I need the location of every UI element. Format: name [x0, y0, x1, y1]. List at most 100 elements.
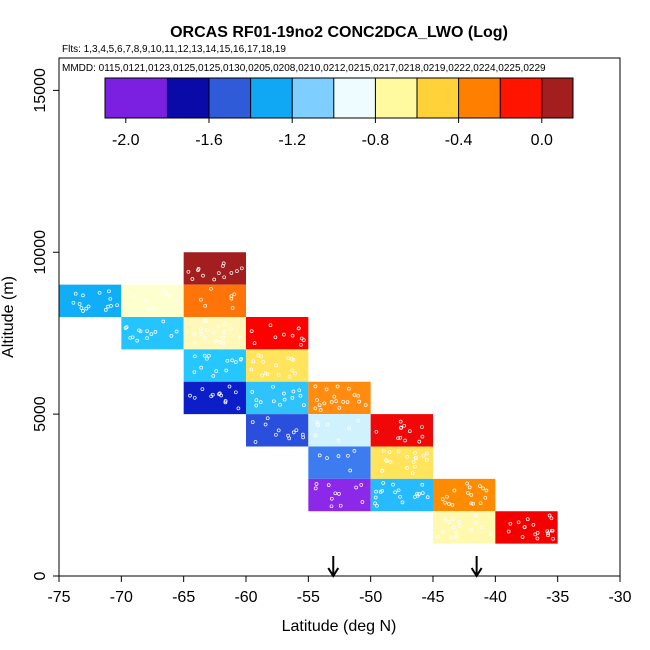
observation-point — [290, 396, 295, 400]
observation-point — [396, 436, 400, 441]
observation-point — [220, 335, 225, 340]
observation-point — [374, 489, 378, 494]
observation-point — [445, 494, 449, 499]
observation-point — [301, 435, 305, 440]
heatmap-cell — [183, 381, 246, 415]
observation-point — [396, 449, 401, 454]
observation-point — [363, 403, 368, 407]
observation-point — [282, 397, 287, 402]
observation-point — [391, 482, 395, 487]
observation-point — [410, 471, 415, 475]
observation-point — [380, 468, 385, 473]
observation-point — [263, 371, 268, 376]
colorbar-bin — [333, 78, 376, 118]
observation-point — [252, 341, 257, 346]
observation-point — [229, 326, 233, 331]
observation-point — [152, 307, 157, 312]
observation-point — [508, 521, 513, 526]
observation-point — [274, 363, 278, 368]
observation-point — [222, 322, 227, 327]
observation-point — [314, 482, 319, 486]
observation-point — [192, 332, 196, 337]
observation-point — [261, 359, 266, 364]
flights-label: Flts: 1,3,4,5,6,7,8,9,10,11,12,13,14,15,… — [62, 44, 286, 55]
y-tick-label: 10000 — [32, 230, 49, 275]
observation-point — [254, 403, 259, 408]
x-tick-label: -45 — [421, 589, 444, 606]
observation-point — [420, 491, 425, 495]
observation-point — [457, 524, 462, 528]
observation-point — [384, 458, 388, 462]
heatmap-cell — [246, 381, 309, 415]
colorbar-tick-label: -1.6 — [195, 132, 223, 149]
observation-point — [192, 354, 197, 359]
observation-point — [547, 513, 552, 518]
colorbar-tick-label: -0.4 — [445, 132, 473, 149]
observation-point — [325, 422, 330, 427]
observation-point — [450, 503, 455, 507]
colorbar-bin — [167, 78, 209, 118]
observation-point — [313, 406, 318, 411]
observation-point — [550, 528, 555, 533]
observation-point — [273, 335, 278, 340]
observation-point — [79, 306, 84, 310]
observation-point — [373, 501, 377, 506]
x-tick-label: -30 — [608, 589, 631, 606]
observation-point — [315, 398, 319, 402]
observation-point — [192, 395, 197, 400]
observation-point — [337, 492, 341, 496]
observation-point — [211, 330, 216, 335]
colorbar-bin — [209, 78, 251, 118]
heatmap-cell — [308, 414, 371, 447]
observation-point — [238, 357, 243, 362]
observation-point — [186, 269, 191, 274]
observation-point — [443, 500, 447, 505]
observation-point — [356, 393, 361, 398]
observation-point — [317, 403, 322, 407]
observation-point — [286, 356, 291, 361]
observation-point — [221, 264, 225, 268]
observation-point — [203, 304, 208, 308]
observation-point — [471, 501, 475, 506]
observation-point — [199, 327, 203, 331]
observation-point — [454, 535, 458, 539]
observation-point — [230, 358, 235, 363]
heatmap-cell — [308, 381, 371, 415]
observation-point — [161, 289, 166, 294]
observation-point — [356, 418, 361, 423]
observation-point — [420, 482, 425, 487]
observation-point — [337, 405, 342, 410]
observation-point — [219, 393, 223, 398]
observation-point — [473, 513, 478, 518]
observation-point — [388, 460, 393, 464]
observation-point — [465, 481, 469, 486]
observation-point — [130, 335, 135, 340]
observation-point — [250, 420, 255, 424]
observation-point — [217, 340, 222, 344]
observation-point — [205, 356, 209, 361]
heatmap-cell — [59, 284, 122, 317]
colorbar-tick-label: 0.0 — [531, 132, 553, 149]
observation-point — [425, 451, 429, 456]
observation-point — [325, 456, 329, 460]
y-axis-label: Altitude (m) — [0, 276, 17, 358]
observation-point — [420, 434, 425, 439]
observation-point — [546, 533, 550, 538]
colorbar-tick-label: -1.2 — [278, 132, 306, 149]
observation-point — [149, 332, 154, 336]
colorbar-tick-label: -0.8 — [362, 132, 390, 149]
observation-point — [313, 486, 318, 491]
observation-point — [287, 374, 292, 379]
observation-point — [299, 342, 303, 347]
observation-point — [398, 419, 403, 424]
observation-point — [250, 390, 255, 394]
observation-point — [549, 516, 554, 521]
observation-point — [282, 391, 286, 396]
observation-point — [251, 359, 256, 364]
colorbar-bin — [500, 78, 542, 118]
latitude-markers — [327, 556, 483, 578]
colorbar-frame — [104, 77, 574, 119]
observation-point — [334, 399, 339, 403]
observation-point — [516, 520, 521, 525]
